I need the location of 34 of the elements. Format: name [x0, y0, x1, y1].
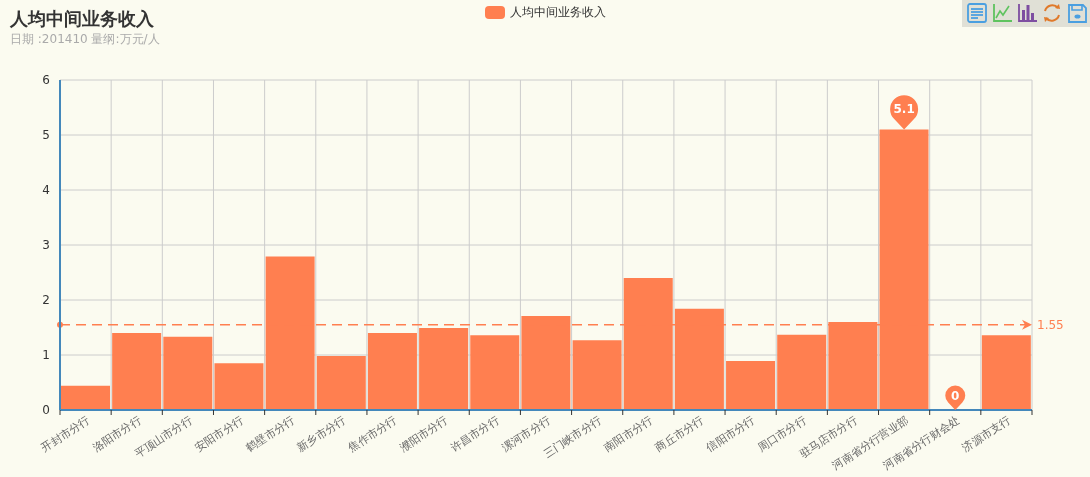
bar [61, 385, 110, 410]
bar [419, 328, 469, 410]
ref-line-label: 1.55 [1037, 318, 1064, 333]
bar [367, 333, 417, 410]
chart-subtitle: 日期 :201410 量纲:万元/人 [10, 32, 160, 47]
x-tick-label: 商丘市分行 [652, 413, 706, 454]
bar [981, 335, 1031, 410]
y-tick-label: 1 [42, 348, 50, 363]
legend-label: 人均中间业务收入 [509, 4, 606, 21]
chart-title: 人均中间业务收入 [10, 8, 154, 30]
bar [726, 361, 776, 410]
x-tick-label: 鹤壁市分行 [243, 413, 297, 454]
bar [777, 334, 827, 410]
x-tick-label: 焦作市分行 [345, 413, 399, 454]
x-tick-label: 南阳市分行 [601, 413, 655, 454]
data-label: 0 [951, 388, 960, 403]
y-tick-label: 6 [42, 73, 50, 88]
x-tick-label: 安阳市分行 [192, 413, 246, 454]
bar [112, 333, 162, 410]
x-tick-label: 新乡市分行 [294, 413, 348, 454]
bar [470, 335, 520, 410]
bar [316, 356, 366, 410]
x-tick-label: 濮阳市分行 [397, 413, 450, 454]
data-label: 5.1 [893, 102, 915, 117]
x-tick-label: 济源市支行 [959, 413, 1013, 454]
bar [163, 336, 213, 410]
y-tick-label: 2 [42, 293, 50, 308]
x-tick-label: 信阳市分行 [704, 413, 757, 454]
y-tick-label: 3 [42, 238, 50, 253]
y-tick-label: 5 [42, 128, 50, 143]
x-tick-label: 许昌市分行 [448, 413, 501, 454]
y-tick-label: 4 [42, 183, 50, 198]
bar [572, 340, 622, 410]
bar [214, 363, 264, 410]
